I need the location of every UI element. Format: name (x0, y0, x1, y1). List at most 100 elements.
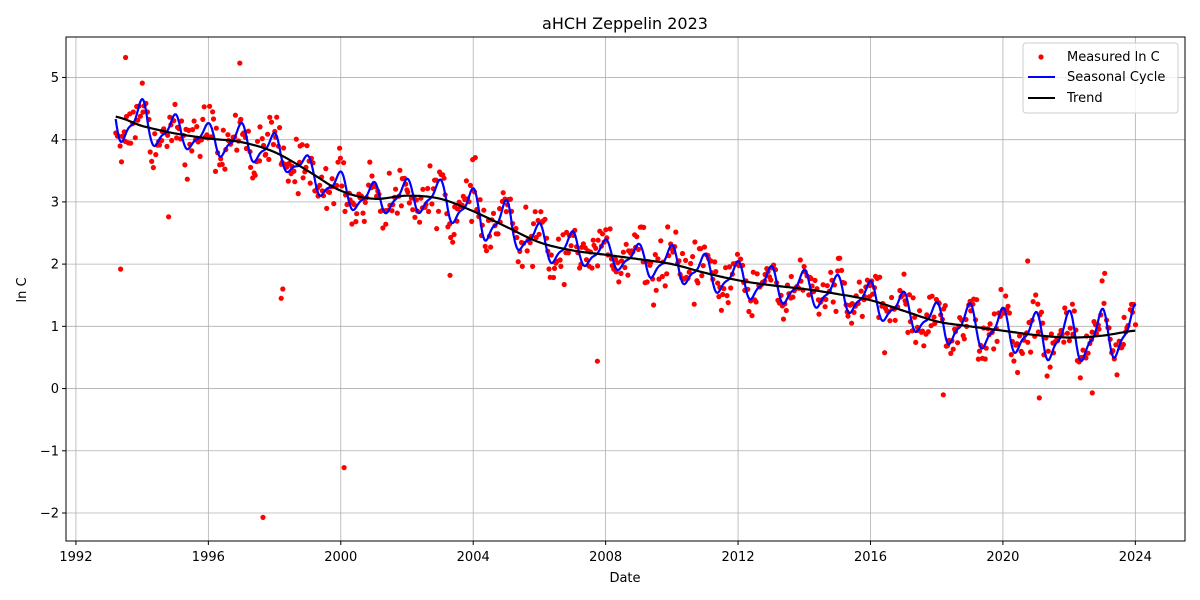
measured-point (117, 143, 123, 149)
measured-point (530, 221, 537, 227)
measured-point (425, 185, 431, 192)
measured-point (877, 274, 883, 280)
measured-point (514, 234, 520, 241)
measured-point (339, 183, 345, 189)
measured-point (718, 307, 725, 313)
measured-point (583, 257, 590, 263)
measured-point (1120, 341, 1126, 348)
measured-point (212, 168, 219, 174)
measured-point (140, 109, 146, 115)
measured-point (1066, 338, 1072, 344)
measured-point-outlier (123, 54, 129, 61)
measured-point (1096, 326, 1102, 332)
measured-point (780, 316, 787, 322)
measured-point (1030, 299, 1036, 305)
measured-point (987, 321, 993, 327)
measured-point (210, 116, 217, 122)
measured-point (659, 273, 666, 280)
measured-point (219, 161, 225, 167)
measured-point (783, 307, 789, 314)
measured-point (1045, 348, 1051, 354)
measured-point (194, 124, 200, 130)
measured-point (360, 210, 366, 216)
measured-point (822, 304, 828, 310)
measured-point (150, 165, 156, 171)
measured-point (849, 320, 855, 326)
measured-point (222, 166, 228, 172)
measured-point (156, 142, 163, 148)
measured-point (341, 160, 347, 166)
measured-point (686, 269, 692, 275)
measured-point (1077, 375, 1083, 381)
measured-point (128, 140, 134, 146)
measured-point (691, 301, 697, 307)
measured-point (580, 241, 587, 247)
measured-point (595, 263, 601, 269)
measured-point (307, 180, 313, 186)
measured-point (1017, 333, 1023, 339)
measured-point (295, 191, 301, 197)
measured-point (942, 303, 948, 309)
measured-point (497, 206, 503, 212)
measured-point (1114, 372, 1120, 378)
legend: Measured ln C Seasonal Cycle Trend (1022, 42, 1179, 114)
measured-point (716, 294, 722, 300)
measured-point (589, 265, 595, 271)
measured-point (500, 190, 506, 196)
measured-point (152, 131, 158, 137)
measured-point (178, 118, 185, 124)
measured-point (892, 317, 898, 323)
measured-point-outlier (341, 465, 347, 471)
measured-point (901, 271, 907, 277)
measured-point (738, 256, 744, 262)
measured-point (913, 339, 919, 345)
measured-point (331, 201, 337, 207)
y-tick-label: 3 (51, 195, 59, 210)
measured-point (724, 293, 730, 299)
axes-frame (65, 36, 1186, 542)
plot-area (113, 54, 1139, 521)
measured-point (1044, 373, 1050, 379)
measured-point (921, 343, 927, 349)
x-tick-label: 2024 (1119, 550, 1152, 565)
measured-point (380, 225, 386, 231)
y-axis-ticks: −2 −1 0 1 2 3 4 5 (40, 71, 66, 522)
measured-point (207, 103, 213, 109)
measured-point (961, 336, 967, 342)
measured-point (823, 296, 829, 303)
measured-point (342, 208, 348, 214)
trend-line (115, 115, 1136, 339)
measured-point (726, 264, 733, 270)
measured-point (887, 318, 893, 324)
measured-point (285, 178, 291, 184)
measured-point (828, 269, 834, 275)
measured-point (658, 238, 664, 244)
measured-point (523, 204, 529, 210)
measured-point (546, 266, 552, 272)
measured-point (858, 288, 864, 294)
measured-point (688, 260, 694, 267)
measured-point (917, 308, 923, 314)
measured-point (191, 118, 197, 124)
measured-point (184, 176, 190, 182)
measured-point (790, 294, 796, 300)
measured-point (816, 311, 822, 317)
x-tick-label: 2020 (986, 550, 1019, 565)
measured-point (349, 221, 355, 227)
measured-point (974, 297, 980, 303)
measured-point (299, 142, 305, 148)
measured-point (1028, 349, 1034, 355)
measured-point (924, 312, 930, 318)
measured-point-outlier (1089, 390, 1095, 396)
chart-title: aHCH Zeppelin 2023 (542, 14, 708, 33)
measured-point (210, 109, 216, 115)
measured-point (324, 205, 330, 211)
measured-point (1113, 342, 1119, 348)
measured-point (536, 231, 542, 237)
measured-point (538, 209, 544, 215)
y-tick-label: 0 (51, 382, 59, 397)
measured-point (673, 229, 679, 235)
measured-point (451, 231, 457, 238)
measured-point (481, 207, 487, 213)
measured-point (535, 217, 541, 224)
